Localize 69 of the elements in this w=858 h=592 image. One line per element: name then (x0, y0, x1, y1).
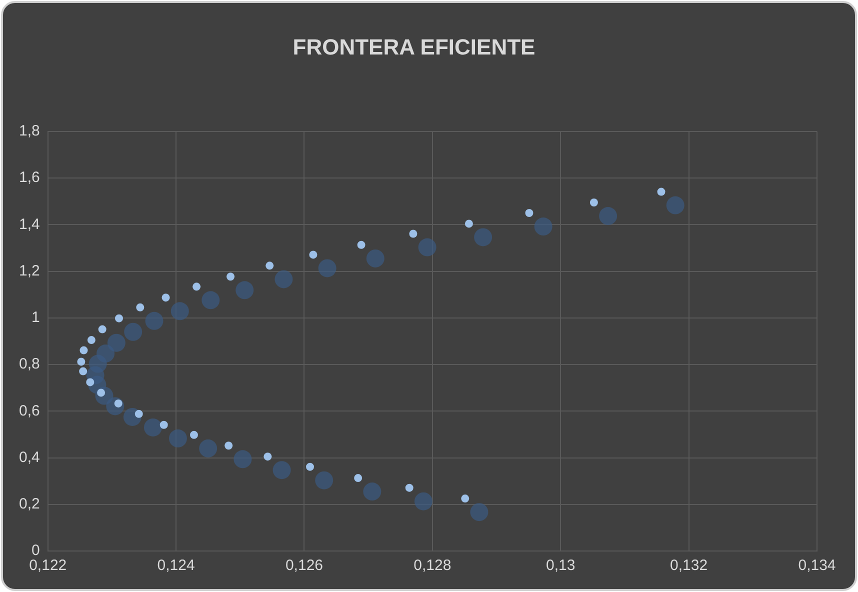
point (306, 462, 314, 471)
x-tick-label: 0,126 (285, 557, 324, 574)
point (409, 230, 418, 238)
point (266, 262, 274, 270)
point (162, 294, 170, 302)
point (363, 482, 382, 501)
point (86, 378, 94, 386)
point (534, 218, 552, 236)
point (414, 492, 432, 510)
point (470, 503, 488, 522)
point (318, 259, 336, 278)
point (190, 430, 198, 439)
y-tick-label: 1,6 (18, 169, 40, 186)
point (464, 220, 473, 228)
x-tick-label: 0,134 (798, 557, 836, 574)
point (666, 196, 684, 214)
point (168, 429, 187, 448)
point (264, 452, 272, 461)
point (134, 410, 143, 418)
point (226, 272, 235, 281)
y-tick-label: 1,2 (18, 262, 40, 280)
point (77, 358, 86, 366)
point (87, 336, 96, 344)
point (224, 442, 233, 450)
x-tick-label: 0,132 (670, 557, 708, 574)
point (170, 302, 189, 320)
point (202, 291, 220, 310)
point (145, 312, 164, 330)
y-tick-label: 0,4 (18, 448, 40, 466)
point (525, 208, 534, 217)
point (80, 346, 88, 354)
point (272, 461, 291, 480)
y-tick-label: 1,4 (18, 216, 40, 233)
point (366, 249, 384, 268)
point (98, 325, 106, 334)
y-tick-label: 0 (32, 542, 40, 560)
point (418, 238, 436, 256)
point (115, 314, 123, 322)
chart-title: FRONTERA EFICIENTE (292, 34, 536, 60)
x-tick-label: 0,122 (29, 557, 67, 574)
point (657, 188, 666, 196)
point (274, 270, 293, 288)
point (79, 367, 88, 376)
point (236, 281, 254, 300)
point (234, 450, 252, 468)
point (124, 322, 142, 341)
point (199, 439, 218, 458)
y-tick-label: 0,2 (18, 496, 40, 513)
point (309, 250, 318, 259)
point (144, 418, 162, 436)
point (357, 240, 366, 249)
point (160, 420, 168, 429)
y-tick-label: 1 (32, 309, 40, 326)
point (405, 484, 414, 492)
point (354, 474, 362, 482)
point (474, 228, 492, 246)
y-tick-label: 0,8 (18, 356, 40, 373)
x-tick-label: 0,128 (414, 557, 452, 574)
point (315, 471, 334, 490)
point (590, 198, 598, 206)
point (107, 334, 126, 352)
point (461, 494, 470, 503)
point (136, 303, 144, 312)
point (599, 207, 618, 226)
y-tick-label: 1,8 (18, 122, 40, 140)
point (192, 282, 201, 291)
y-tick-label: 0,6 (18, 402, 40, 420)
x-tick-label: 0,13 (546, 557, 576, 574)
x-tick-label: 0,124 (157, 557, 195, 574)
